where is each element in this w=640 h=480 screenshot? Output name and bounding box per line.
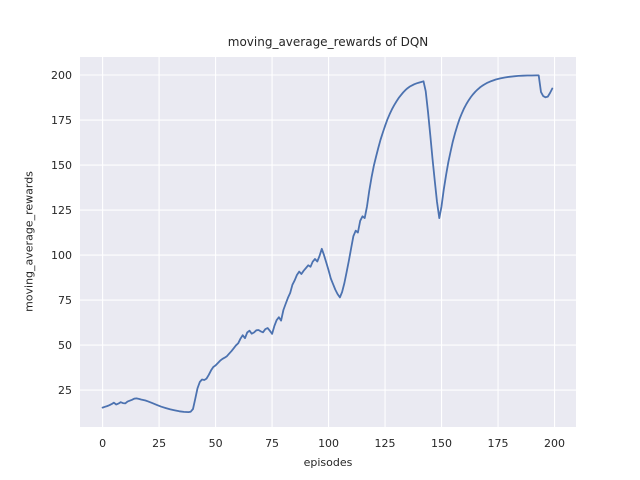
x-tick-label: 100: [318, 437, 339, 450]
axes-background: [80, 57, 576, 427]
y-axis-label: moving_average_rewards: [22, 171, 36, 312]
x-tick-label: 75: [265, 437, 279, 450]
x-tick-label: 200: [544, 437, 565, 450]
reward-line-dqn: [101, 74, 554, 414]
x-tick-label: 0: [99, 437, 106, 450]
x-tick-label: 25: [152, 437, 166, 450]
y-tick-label: 175: [51, 114, 72, 127]
chart-title: moving_average_rewards of DQN: [227, 35, 429, 49]
x-tick-label: 50: [209, 437, 223, 450]
y-tick-label: 25: [58, 384, 72, 397]
x-tick-label: 150: [431, 437, 452, 450]
x-axis-label: episodes: [303, 456, 353, 469]
y-tick-label: 150: [51, 159, 72, 172]
x-tick-label: 175: [488, 437, 509, 450]
y-tick-label: 200: [51, 69, 72, 82]
y-tick-label: 100: [51, 249, 72, 262]
y-tick-label: 75: [58, 294, 72, 307]
y-tick-label: 125: [51, 204, 72, 217]
x-tick-label: 125: [375, 437, 396, 450]
y-tick-label: 50: [58, 339, 72, 352]
